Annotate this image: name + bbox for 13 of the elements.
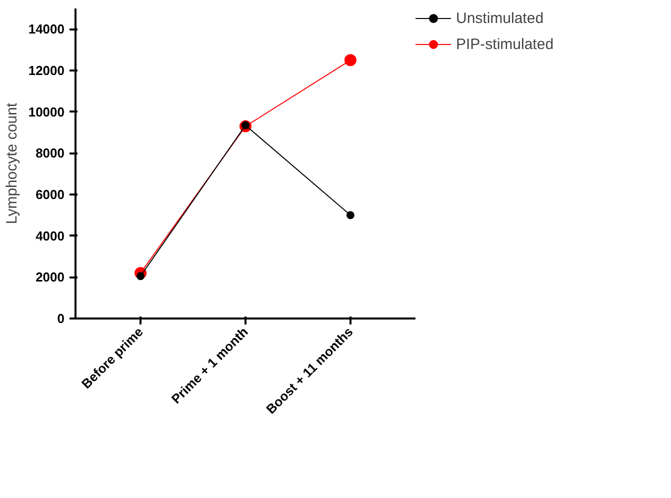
y-tick-label: 4000 bbox=[36, 228, 64, 244]
point bbox=[346, 211, 354, 220]
point bbox=[344, 54, 356, 66]
y-axis-title: Lymphocyte count bbox=[3, 102, 20, 224]
y-tick-label: 0 bbox=[57, 311, 65, 326]
y-tick-label: 12000 bbox=[28, 63, 65, 78]
y-tick-label: 6000 bbox=[36, 187, 64, 202]
y-tick-label: 10000 bbox=[28, 104, 65, 120]
y-tick-label: 8000 bbox=[36, 146, 64, 161]
legend-label: PIP-stimulated bbox=[456, 36, 554, 52]
legend-label: Unstimulated bbox=[456, 10, 544, 26]
y-tick-label: 2000 bbox=[36, 270, 64, 285]
y-tick-label: 14000 bbox=[28, 22, 65, 37]
